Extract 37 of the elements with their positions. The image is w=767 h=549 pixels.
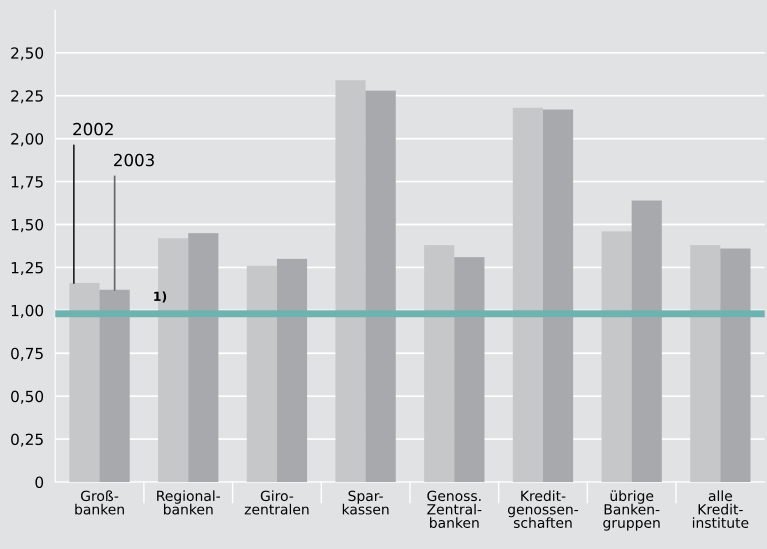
bar [602,231,632,482]
y-tick-label: 1,50 [12,218,44,232]
y-tick-label: 1,00 [12,304,44,318]
bar [188,233,218,482]
bar [690,245,720,482]
bar [276,258,308,482]
x-tick-label: Regional- banken [157,490,220,515]
y-tick-label: 0,75 [11,348,43,361]
bar [246,266,277,482]
bar [454,257,484,482]
bar [100,290,130,482]
bar [542,109,574,482]
bar [424,245,454,482]
y-tick-label: 2,50 [11,47,44,60]
bar [720,248,751,482]
x-tick-label: übrige Banken- gruppen [603,490,660,531]
x-tick-label: Giro- zentralen [244,490,309,515]
bar [512,108,543,482]
x-tick-label: Groß- banken [75,490,124,515]
x-tick-label: alle Kredit- institute [692,490,748,528]
y-tick-label: 0,25 [11,434,43,447]
y-tick-label: 0 [35,476,44,488]
bar [366,90,396,482]
x-tick-label: Kredit- genossen- schaften [508,490,578,528]
y-tick-label: 2,00 [11,133,44,146]
y-tick-label: 2,25 [11,90,43,104]
y-tick-label: 1,75 [12,176,43,190]
bar [632,200,662,482]
y-tick-label: 1,25 [12,262,43,275]
x-tick-label: Spar- kassen [342,490,389,515]
ref-line-label: 1) [154,291,166,303]
text: 2003 [114,154,154,166]
x-tick-label: Genoss. Zentral- banken [427,490,482,528]
y-tick-label: 0,50 [11,390,44,404]
text: 2002 [73,122,113,136]
bar [69,282,100,482]
bar [335,80,366,482]
